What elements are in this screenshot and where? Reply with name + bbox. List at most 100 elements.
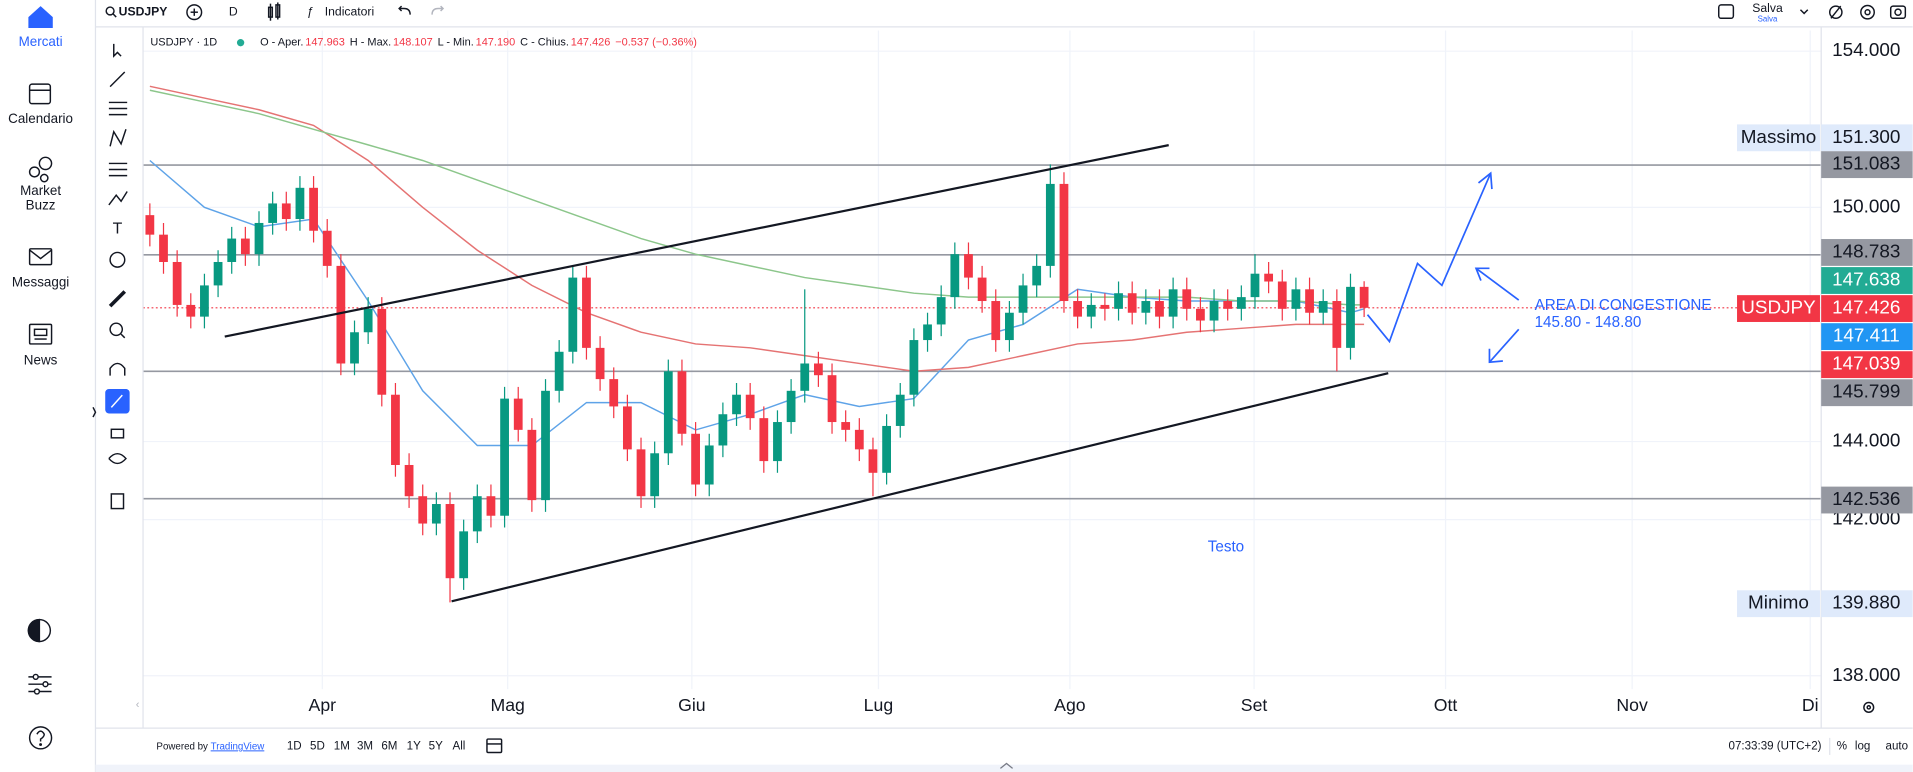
candle-body[interactable] [568, 277, 578, 352]
range-button[interactable]: All [452, 740, 465, 752]
candle-body[interactable] [322, 230, 332, 266]
candle-body[interactable] [1277, 281, 1287, 309]
scroll-left[interactable]: ‹ [136, 699, 140, 711]
candle-body[interactable] [1196, 308, 1205, 321]
fib-tool[interactable] [108, 162, 128, 177]
home-icon[interactable] [28, 6, 53, 29]
brand-link[interactable]: TradingView [211, 741, 266, 752]
candle-body[interactable] [1182, 289, 1192, 309]
candle-body[interactable] [200, 285, 209, 317]
cursor-tool[interactable] [113, 43, 122, 58]
candle-body[interactable] [622, 406, 632, 450]
emoji-tool[interactable] [109, 251, 126, 268]
candle-body[interactable] [841, 422, 851, 430]
candle-body[interactable] [1291, 289, 1301, 309]
theme-icon[interactable] [27, 618, 52, 643]
axis-settings[interactable] [1863, 701, 1875, 713]
annotation[interactable]: 145.80 - 148.80 [1535, 314, 1642, 331]
candle-body[interactable] [936, 297, 946, 325]
log-toggle[interactable]: log [1855, 740, 1870, 752]
candle-body[interactable] [1045, 183, 1055, 266]
undo-icon[interactable] [398, 5, 411, 15]
save-menu[interactable] [1799, 9, 1809, 15]
ruler-tool[interactable] [108, 290, 127, 308]
candle-body[interactable] [964, 254, 973, 278]
trend-line-tool[interactable] [109, 71, 126, 88]
range-button[interactable]: 5D [310, 740, 325, 752]
lock-tool[interactable] [110, 428, 125, 439]
candle-body[interactable] [1168, 289, 1178, 317]
pattern-tool[interactable] [109, 129, 127, 147]
candle-body[interactable] [1155, 301, 1164, 317]
auto-toggle[interactable]: auto [1886, 740, 1909, 752]
redo-icon[interactable] [431, 5, 445, 15]
candle-body[interactable] [472, 496, 482, 532]
candle-body[interactable] [691, 433, 700, 485]
candle-body[interactable] [950, 254, 960, 298]
magnet-tool[interactable] [109, 362, 126, 376]
range-button[interactable]: 1Y [407, 740, 421, 752]
indicators-button[interactable]: Indicatori [325, 4, 374, 18]
candle-body[interactable] [336, 265, 346, 364]
candle-body[interactable] [1332, 301, 1342, 348]
chart-type-icon[interactable] [267, 2, 281, 21]
candle-body[interactable] [882, 425, 891, 473]
candle-body[interactable] [1059, 183, 1069, 302]
candle-body[interactable] [609, 379, 619, 407]
candle-body[interactable] [186, 304, 196, 317]
delete-tool[interactable] [110, 493, 125, 510]
sidebar-item[interactable]: Market [20, 183, 61, 198]
zoom-tool[interactable] [109, 322, 126, 339]
message-icon[interactable] [28, 248, 53, 266]
candle-body[interactable] [459, 531, 469, 579]
candle-body[interactable] [1236, 297, 1246, 309]
symbol[interactable]: USDJPY [119, 4, 168, 18]
candle-body[interactable] [309, 187, 318, 231]
candle-body[interactable] [1346, 286, 1355, 348]
candle-body[interactable] [677, 371, 687, 434]
horizontal-line-tool[interactable] [108, 101, 128, 116]
candle-body[interactable] [1359, 286, 1369, 308]
candle-body[interactable] [991, 301, 1001, 341]
candle-body[interactable] [363, 308, 373, 333]
candle-body[interactable] [240, 238, 250, 255]
search-icon[interactable] [105, 6, 117, 18]
candle-body[interactable] [1209, 301, 1219, 321]
text-tool[interactable]: T [113, 220, 123, 237]
candle-body[interactable] [1073, 301, 1083, 317]
annotation[interactable]: AREA DI CONGESTIONE [1535, 297, 1712, 314]
alert-icon[interactable] [1828, 5, 1843, 20]
candle-body[interactable] [527, 429, 537, 501]
compare-icon[interactable] [186, 4, 203, 21]
candle-body[interactable] [595, 347, 605, 380]
candle-body[interactable] [295, 187, 305, 220]
candle-body[interactable] [377, 308, 387, 395]
range-button[interactable]: 3M [357, 740, 373, 752]
candle-body[interactable] [732, 394, 741, 415]
candle-body[interactable] [1318, 301, 1328, 313]
candle-body[interactable] [650, 453, 660, 497]
candle-body[interactable] [486, 496, 496, 516]
visibility-tool[interactable] [108, 452, 127, 465]
layout-icon[interactable] [1718, 4, 1735, 20]
candle-body[interactable] [404, 464, 414, 497]
settings-icon[interactable] [28, 673, 52, 695]
candle-body[interactable] [718, 414, 728, 446]
candle-body[interactable] [1086, 304, 1096, 317]
sidebar-item[interactable]: Mercati [19, 34, 63, 49]
snapshot-icon[interactable] [1889, 5, 1907, 20]
candle-body[interactable] [254, 222, 264, 255]
help-icon[interactable] [28, 726, 53, 750]
candle-body[interactable] [431, 504, 441, 524]
arrow[interactable] [1488, 328, 1520, 363]
candle-body[interactable] [704, 445, 714, 485]
candle-body[interactable] [895, 394, 905, 426]
candle-body[interactable] [268, 203, 278, 223]
sidebar-item[interactable]: Buzz [26, 198, 56, 213]
sidebar-item[interactable]: News [24, 353, 58, 368]
candle-body[interactable] [636, 449, 646, 497]
candle-body[interactable] [663, 371, 673, 454]
date-range-icon[interactable] [486, 738, 503, 754]
candle-body[interactable] [1032, 265, 1042, 286]
candle-body[interactable] [759, 418, 769, 462]
